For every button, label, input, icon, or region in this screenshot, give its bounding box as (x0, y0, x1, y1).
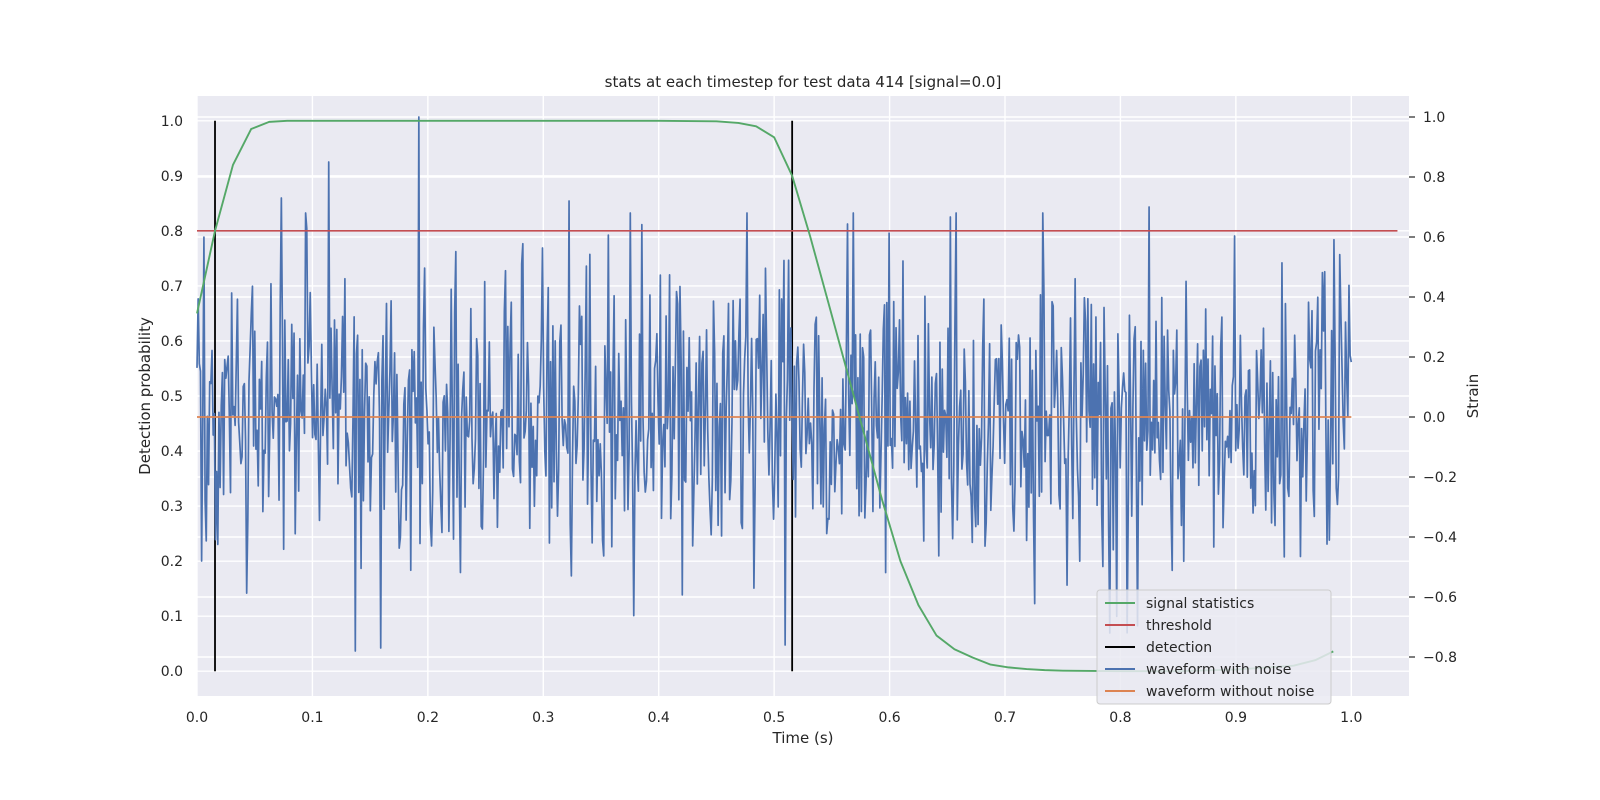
series-layer (196, 116, 1398, 673)
y2-axis-label: Strain (1464, 374, 1482, 418)
y-tick-label: 0.5 (161, 389, 183, 405)
y2-tick-label: 0.8 (1423, 170, 1445, 186)
y-tick-label: 0.2 (161, 554, 183, 570)
y-tick-label: 0.9 (161, 169, 183, 185)
y-tick-label: 0.1 (161, 609, 183, 625)
y2-tick-label: 0.2 (1423, 350, 1445, 366)
legend-label: waveform with noise (1146, 662, 1291, 678)
y-tick-label: 0.7 (161, 279, 183, 295)
legend: signal statistics threshold detection wavef… (1096, 589, 1332, 705)
y-axis-label: Detection probability (136, 317, 154, 475)
x-tick-label: 0.6 (878, 710, 900, 726)
y2-tick-label: −0.4 (1423, 530, 1457, 546)
x-tick-label: 0.2 (417, 710, 439, 726)
y2-tick-label: −0.2 (1423, 470, 1457, 486)
legend-label: detection (1146, 640, 1212, 656)
y-tick-label: 0.4 (161, 444, 183, 460)
y2-tick-label: 0.0 (1423, 410, 1445, 426)
legend-box (1096, 589, 1332, 705)
x-tick-label: 0.1 (301, 710, 323, 726)
chart-title: stats at each timestep for test data 414… (605, 73, 1002, 91)
x-tick-label: 0.3 (532, 710, 554, 726)
legend-label: signal statistics (1146, 596, 1254, 612)
x-tick-label: 0.7 (994, 710, 1016, 726)
y-tick-label: 0.6 (161, 334, 183, 350)
y-tick-label: 0.3 (161, 499, 183, 515)
y-tick-label: 0.8 (161, 224, 183, 240)
y2-tick-label: −0.8 (1423, 650, 1457, 666)
series-signal-statistics (196, 119, 1334, 673)
y-tick-label: 0.0 (161, 664, 183, 680)
x-tick-label: 0.0 (186, 710, 208, 726)
x-tick-label: 0.9 (1225, 710, 1247, 726)
x-tick-label: 1.0 (1340, 710, 1362, 726)
x-axis-label: Time (s) (772, 729, 834, 747)
y2-axis-ticks: −0.8 −0.6 −0.4 −0.2 0.0 0.2 0.4 0.6 0.8 1.0 (1409, 110, 1457, 666)
y2-tick-label: −0.6 (1423, 590, 1457, 606)
series-waveform-with-noise (196, 116, 1353, 652)
legend-label: threshold (1146, 618, 1212, 634)
y2-tick-label: 0.6 (1423, 230, 1445, 246)
y-tick-label: 1.0 (161, 114, 183, 130)
legend-label: waveform without noise (1146, 684, 1314, 700)
y-axis-ticks: 0.0 0.1 0.2 0.3 0.4 0.5 0.6 0.7 0.8 0.9 1.0 (161, 114, 183, 680)
x-tick-label: 0.5 (763, 710, 785, 726)
x-tick-label: 0.8 (1109, 710, 1131, 726)
x-axis-ticks: 0.0 0.1 0.2 0.3 0.4 0.5 0.6 0.7 0.8 0.9 1.0 (186, 710, 1363, 726)
y2-tick-label: 1.0 (1423, 110, 1445, 126)
y2-tick-label: 0.4 (1423, 290, 1445, 306)
x-tick-label: 0.4 (648, 710, 670, 726)
